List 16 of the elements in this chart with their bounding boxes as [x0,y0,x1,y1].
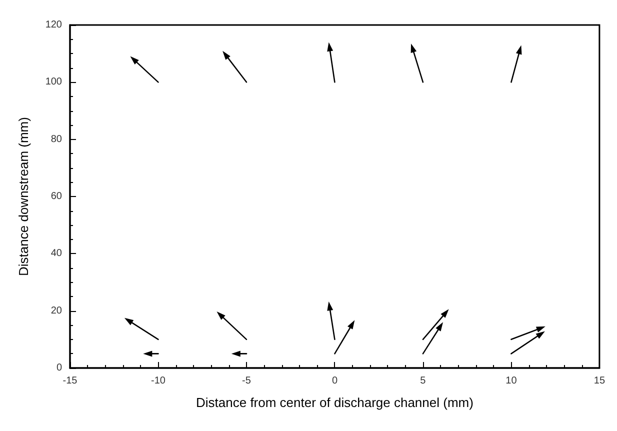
x-tick-label: 15 [594,376,606,386]
y-tick-label: 40 [50,248,62,260]
y-tick-label: 20 [50,305,62,316]
x-tick-label: -5 [242,376,252,386]
y-axis-title: Distance downstream (mm) [16,117,31,276]
x-tick-label: 0 [332,376,338,386]
x-tick-label: -15 [62,376,78,386]
y-tick-label: 0 [56,362,62,374]
y-tick-label: 100 [45,76,62,88]
y-tick-label: 80 [50,134,62,145]
x-axis-title: Distance from center of discharge channel (mm) [196,395,474,410]
y-tick-label: 60 [50,191,62,202]
y-tick-label: 120 [45,20,62,30]
x-tick-label: 10 [506,376,518,386]
x-tick-label: 5 [420,376,426,386]
x-tick-label: -10 [151,376,166,386]
